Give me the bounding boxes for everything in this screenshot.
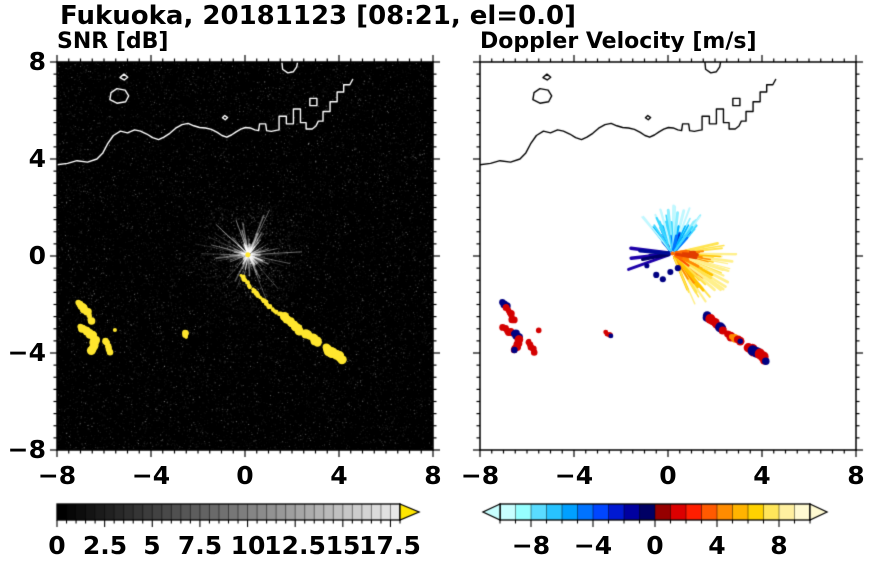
colorbar-tick-label: 15	[325, 531, 361, 560]
x-tick-label: 0	[659, 461, 677, 490]
y-tick-label: 0	[28, 240, 46, 270]
y-tick-label: −4	[7, 337, 46, 367]
x-tick-label: −4	[131, 461, 171, 490]
x-tick-label: −8	[37, 461, 77, 490]
figure-title: Fukuoka, 20181123 [08:21, el=0.0]	[60, 1, 577, 31]
colorbar-tick-label: 17.5	[359, 531, 421, 560]
x-tick-label: 4	[753, 461, 771, 490]
colorbar-tick-label: 7.5	[177, 531, 223, 560]
doppler-panel-title: Doppler Velocity [m/s]	[480, 29, 757, 54]
snr-plot-canvas	[47, 52, 443, 460]
y-tick-label: 4	[28, 143, 46, 173]
x-tick-label: 8	[847, 461, 865, 490]
doppler-plot-canvas	[470, 52, 866, 460]
colorbar-tick-label: 10	[230, 531, 266, 560]
colorbar-tick-label: 8	[770, 531, 788, 560]
snr-colorbar	[47, 498, 437, 532]
colorbar-tick-label: 5	[143, 531, 161, 560]
colorbar-tick-label: 12.5	[264, 531, 326, 560]
colorbar-tick-label: −8	[511, 531, 551, 560]
y-tick-label: 8	[28, 46, 46, 76]
colorbar-tick-label: 0	[646, 531, 664, 560]
x-tick-label: −8	[460, 461, 500, 490]
colorbar-tick-label: 4	[708, 531, 726, 560]
velocity-colorbar	[470, 498, 842, 532]
colorbar-tick-label: 0	[48, 531, 66, 560]
x-tick-label: 0	[236, 461, 254, 490]
x-tick-label: −4	[554, 461, 594, 490]
x-tick-label: 4	[330, 461, 348, 490]
colorbar-tick-label: −4	[573, 531, 613, 560]
y-tick-label: −8	[7, 434, 46, 464]
colorbar-tick-label: 2.5	[82, 531, 128, 560]
snr-panel-title: SNR [dB]	[57, 29, 169, 54]
x-tick-label: 8	[424, 461, 442, 490]
